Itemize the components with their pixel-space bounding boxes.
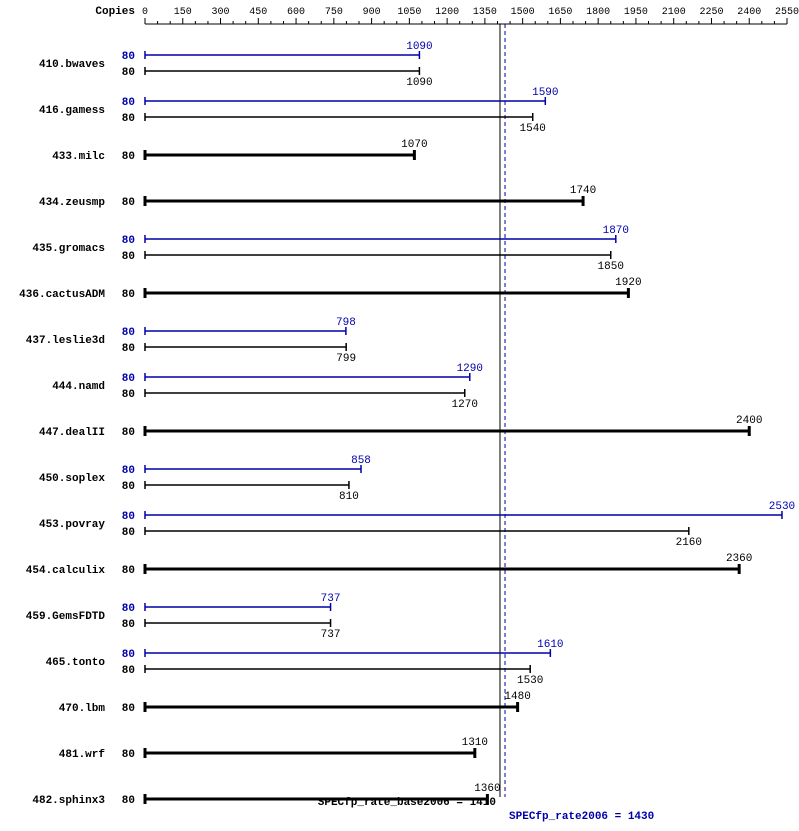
base-value-label: 1530 (517, 675, 543, 687)
copies-peak: 80 (122, 465, 135, 477)
benchmark-label: 450.soplex (39, 473, 105, 485)
copies-header: Copies (95, 6, 135, 18)
base-value-label: 1270 (452, 399, 478, 411)
peak-value-label: 798 (336, 317, 356, 329)
benchmark-label: 410.bwaves (39, 59, 105, 71)
benchmark-label: 434.zeusmp (39, 197, 105, 209)
peak-value-label: 1870 (603, 225, 629, 237)
benchmark-label: 459.GemsFDTD (26, 611, 106, 623)
base-value-label: 1360 (474, 783, 500, 795)
axis-tick-label: 1500 (511, 7, 535, 18)
copies-base: 80 (122, 481, 135, 493)
copies-base: 80 (122, 289, 135, 301)
copies-peak: 80 (122, 235, 135, 247)
base-value-label: 2160 (676, 537, 702, 549)
axis-tick-label: 1650 (548, 7, 572, 18)
axis-tick-label: 600 (287, 7, 305, 18)
copies-peak: 80 (122, 373, 135, 385)
axis-tick-label: 450 (249, 7, 267, 18)
axis-tick-label: 2550 (775, 7, 799, 18)
ref-line-label: SPECfp_rate2006 = 1430 (509, 811, 654, 823)
axis-tick-label: 0 (142, 7, 148, 18)
axis-tick-label: 900 (363, 7, 381, 18)
copies-base: 80 (122, 251, 135, 263)
copies-peak: 80 (122, 327, 135, 339)
copies-base: 80 (122, 565, 135, 577)
benchmark-label: 454.calculix (26, 565, 106, 577)
copies-base: 80 (122, 703, 135, 715)
axis-tick-label: 1050 (397, 7, 421, 18)
axis-tick-label: 2250 (699, 7, 723, 18)
peak-value-label: 1290 (457, 363, 483, 375)
base-value-label: 2400 (736, 415, 762, 427)
base-value-label: 1540 (520, 123, 546, 135)
peak-value-label: 1090 (406, 41, 432, 53)
copies-peak: 80 (122, 649, 135, 661)
axis-tick-label: 300 (212, 7, 230, 18)
axis-tick-label: 150 (174, 7, 192, 18)
benchmark-label: 470.lbm (59, 703, 106, 715)
copies-base: 80 (122, 527, 135, 539)
benchmark-label: 435.gromacs (32, 243, 105, 255)
base-value-label: 1740 (570, 185, 596, 197)
copies-base: 80 (122, 795, 135, 807)
peak-value-label: 858 (351, 455, 371, 467)
copies-base: 80 (122, 113, 135, 125)
base-value-label: 1090 (406, 77, 432, 89)
benchmark-label: 447.dealII (39, 427, 105, 439)
axis-tick-label: 2100 (662, 7, 686, 18)
base-value-label: 1480 (504, 691, 530, 703)
base-value-label: 1070 (401, 139, 427, 151)
base-value-label: 810 (339, 491, 359, 503)
base-value-label: 799 (336, 353, 356, 365)
axis-tick-label: 1200 (435, 7, 459, 18)
axis-tick-label: 2400 (737, 7, 761, 18)
axis-tick-label: 750 (325, 7, 343, 18)
axis-tick-label: 1350 (473, 7, 497, 18)
benchmark-label: 482.sphinx3 (32, 795, 105, 807)
copies-peak: 80 (122, 603, 135, 615)
copies-peak: 80 (122, 51, 135, 63)
copies-base: 80 (122, 665, 135, 677)
peak-value-label: 1610 (537, 639, 563, 651)
copies-base: 80 (122, 151, 135, 163)
peak-value-label: 1590 (532, 87, 558, 99)
base-value-label: 2360 (726, 553, 752, 565)
base-value-label: 1310 (462, 737, 488, 749)
benchmark-label: 416.gamess (39, 105, 105, 117)
copies-peak: 80 (122, 97, 135, 109)
axis-tick-label: 1800 (586, 7, 610, 18)
copies-base: 80 (122, 197, 135, 209)
benchmark-label: 453.povray (39, 519, 105, 531)
benchmark-label: 433.milc (52, 151, 105, 163)
peak-value-label: 737 (321, 593, 341, 605)
benchmark-label: 444.namd (52, 381, 105, 393)
ref-line-label: SPECfp_rate_base2006 = 1410 (318, 797, 496, 809)
benchmark-label: 465.tonto (46, 657, 106, 669)
copies-base: 80 (122, 619, 135, 631)
axis-tick-label: 1950 (624, 7, 648, 18)
copies-base: 80 (122, 749, 135, 761)
base-value-label: 1920 (615, 277, 641, 289)
copies-base: 80 (122, 427, 135, 439)
base-value-label: 1850 (598, 261, 624, 273)
benchmark-label: 436.cactusADM (19, 289, 105, 301)
copies-base: 80 (122, 67, 135, 79)
spec-chart: 0 150 300 450 600 750 900 1050 1200 1350 1500 1650 1… (0, 0, 799, 831)
copies-base: 80 (122, 389, 135, 401)
benchmark-label: 437.leslie3d (26, 335, 105, 347)
copies-base: 80 (122, 343, 135, 355)
peak-value-label: 2530 (769, 501, 795, 513)
copies-peak: 80 (122, 511, 135, 523)
benchmark-label: 481.wrf (59, 749, 106, 761)
base-value-label: 737 (321, 629, 341, 641)
